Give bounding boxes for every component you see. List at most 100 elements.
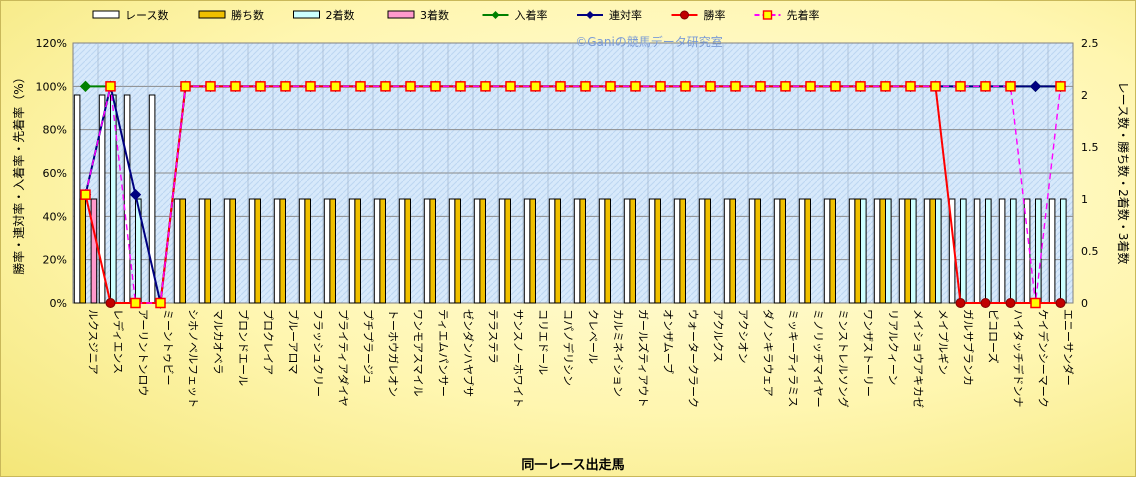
- bar-勝ち数: [779, 198, 787, 304]
- bar-2着数: [935, 198, 942, 304]
- x-tick-label: ハイタッチデドンナ: [1012, 309, 1026, 407]
- y-left-tick-label: 80%: [43, 124, 67, 137]
- bar-勝ち数: [654, 198, 662, 304]
- y-left-tick-label: 0%: [50, 297, 67, 310]
- bar-レース数: [998, 198, 1006, 304]
- legend-label: 先着率: [787, 8, 820, 22]
- bar-レース数: [223, 198, 231, 304]
- x-tick-label: カルミネイション: [612, 309, 625, 397]
- bar-レース数: [823, 198, 831, 304]
- x-tick-label: ワンモアスマイル: [412, 309, 425, 397]
- x-tick-label: ミノリッチマイヤー: [812, 309, 825, 408]
- marker-先着率: [680, 81, 691, 92]
- marker-入着率: [79, 80, 92, 93]
- bar-レース数: [698, 198, 706, 304]
- bar-レース数: [198, 198, 206, 304]
- legend-swatch: [293, 10, 320, 19]
- line-先着率: [84, 85, 1062, 304]
- bar-レース数: [98, 94, 106, 304]
- marker-先着率: [905, 81, 916, 92]
- x-tick-label: ブルーアロマ: [287, 309, 301, 375]
- marker-先着率: [455, 81, 466, 92]
- x-tick-label: コパノデリシン: [562, 309, 576, 386]
- bar-勝ち数: [679, 198, 687, 304]
- bar-勝ち数: [904, 198, 912, 304]
- bar-勝ち数: [354, 198, 361, 304]
- bar-勝ち数: [829, 198, 837, 304]
- x-tick-label: エニーサンダー: [1062, 309, 1076, 386]
- y-axis-label-left: 勝率・連対率・入着率・先着率（%）: [11, 71, 26, 274]
- marker-先着率: [930, 81, 941, 92]
- marker-勝率: [980, 298, 991, 308]
- x-tick-label: ミーントゥビー: [162, 309, 175, 385]
- bar-レース数: [423, 198, 431, 304]
- bar-2着数: [885, 198, 892, 304]
- bar-勝ち数: [454, 198, 461, 304]
- marker-先着率: [430, 81, 441, 92]
- y-right-tick-label: 0: [1081, 297, 1088, 310]
- marker-先着率: [130, 297, 141, 309]
- legend-item: 勝ち数: [198, 8, 264, 22]
- marker-先着率: [355, 81, 366, 92]
- x-tick-label: サンスノーホワイト: [512, 309, 525, 408]
- x-tick-label: ケイデンシーマーク: [1037, 309, 1051, 408]
- marker-先着率: [705, 81, 716, 92]
- marker-先着率: [580, 81, 591, 92]
- bar-勝ち数: [754, 198, 762, 304]
- x-tick-label: ダノンキラウェア: [762, 309, 776, 397]
- bar-レース数: [598, 198, 606, 304]
- bar-レース数: [498, 198, 506, 304]
- x-tick-label: アクシオン: [737, 309, 750, 363]
- bar-勝ち数: [629, 198, 637, 304]
- marker-先着率: [1030, 297, 1041, 309]
- y-left-tick-label: 40%: [43, 210, 67, 223]
- bar-3着数: [90, 198, 98, 304]
- marker-先着率: [805, 81, 816, 92]
- legend-label: 連対率: [609, 8, 642, 22]
- marker-勝率: [955, 298, 966, 308]
- y-left-tick-label: 120%: [36, 37, 67, 50]
- gridlines: [73, 43, 1073, 303]
- bar-勝ち数: [604, 198, 612, 304]
- y-right-tick-label: 0.5: [1081, 245, 1099, 258]
- x-tick-label: ワンザストーリー: [862, 309, 875, 397]
- marker-先着率: [980, 81, 991, 92]
- axes: 0% 20% 40% 60% 80% 100% 120% 0 0.5 1 1.5 2 2.5 ルクスジニア…: [36, 37, 1099, 408]
- x-tick-label: アクルクス: [712, 309, 725, 363]
- bar-2着数: [910, 198, 917, 304]
- bar-レース数: [123, 94, 131, 304]
- bar-勝ち数: [704, 198, 712, 304]
- legend: レース数 勝ち数 2着数 3着数 入着率 連対率 勝率 先着率: [92, 8, 820, 22]
- marker-先着率: [280, 81, 291, 92]
- legend-swatch: [387, 10, 415, 19]
- marker-先着率: [155, 297, 166, 309]
- marker-勝率: [105, 298, 116, 308]
- legend-marker: [491, 11, 500, 19]
- bar-勝ち数: [329, 198, 336, 304]
- x-tick-label: ガルサブランカ: [962, 309, 976, 386]
- bar-レース数: [773, 198, 781, 304]
- bar-レース数: [173, 198, 181, 304]
- x-tick-label: プライティアダイヤ: [337, 309, 351, 407]
- marker-先着率: [855, 81, 866, 92]
- legend-item: 2着数: [293, 8, 355, 22]
- x-tick-label: ガールズティアウト: [637, 309, 651, 407]
- x-tick-label: オンザムーブ: [662, 309, 676, 374]
- marker-先着率: [555, 81, 566, 92]
- bar-レース数: [723, 198, 731, 304]
- bar-勝ち数: [429, 198, 436, 304]
- x-tick-label: リアルクィーン: [887, 309, 900, 385]
- bar-レース数: [648, 198, 656, 304]
- marker-先着率: [105, 81, 116, 92]
- bar-勝ち数: [179, 198, 186, 304]
- x-tick-label: フラッシュクリー: [312, 309, 325, 397]
- marker-先着率: [755, 81, 766, 92]
- x-tick-label: テラステラ: [487, 309, 500, 364]
- bar-レース数: [973, 198, 981, 304]
- legend-marker: [680, 10, 689, 20]
- x-tick-label: メイプルギン: [937, 309, 950, 375]
- marker-先着率: [830, 81, 841, 92]
- legend-item: レース数: [92, 9, 168, 22]
- x-tick-label: ゼンダンハヤブサ: [462, 309, 476, 397]
- bar-勝ち数: [929, 198, 937, 304]
